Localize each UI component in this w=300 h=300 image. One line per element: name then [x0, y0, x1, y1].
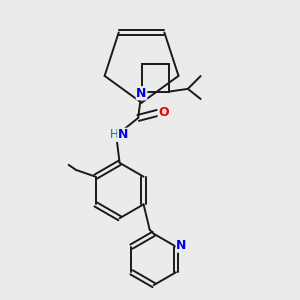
Text: N: N [118, 128, 128, 141]
Text: N: N [136, 87, 147, 100]
Text: O: O [158, 106, 169, 119]
Text: N: N [176, 239, 187, 252]
Text: H: H [110, 128, 119, 141]
